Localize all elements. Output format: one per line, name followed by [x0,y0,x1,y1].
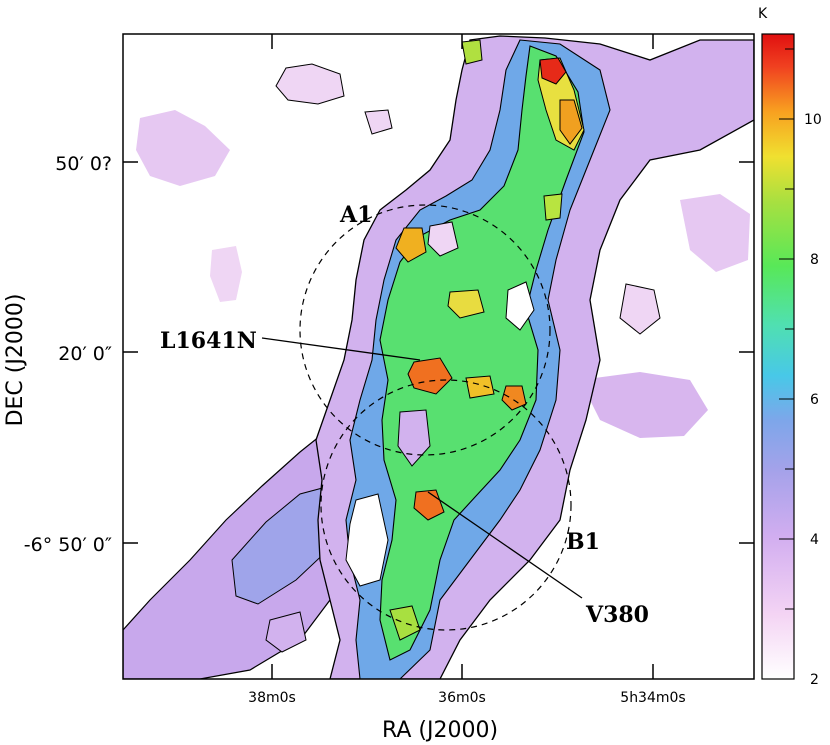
y-tick-label: 50′ 0? [55,153,112,175]
cavity [397,409,431,467]
field-circle-a1 [299,204,551,456]
faint-patch [680,194,750,272]
colorbar-tick-label: 4 [810,532,819,548]
label-l1641n: L1641N [160,328,257,354]
faint-patch [136,110,230,186]
emission-map [123,35,754,679]
faint-patch [580,372,708,438]
colorbar-tick-label: 6 [810,392,819,408]
core [501,385,527,411]
colorbar-ticks [779,48,794,680]
core [407,357,453,395]
faint-patch [275,63,345,105]
colorbar [761,33,795,680]
cavity [427,221,459,257]
tick-marks [123,34,754,679]
colorbar-tick-label: 10 [804,112,822,128]
faint-patch [619,283,661,335]
core [461,39,483,65]
pointer-v380 [427,491,583,599]
core [395,227,427,263]
faint-patch [210,246,242,302]
core [389,605,421,641]
colorbar-tick-label: 8 [810,252,819,268]
core [543,193,563,221]
colorbar-unit: K [758,6,768,22]
x-tick-label: 5h34m0s [620,690,685,706]
label-a1: A1 [339,202,372,228]
y-axis-title: DEC (J2000) [3,294,28,427]
core [465,375,495,399]
cavity [345,493,389,587]
core [559,99,583,145]
faint-patch [364,109,393,135]
label-v380: V380 [585,602,649,628]
cavity [505,281,535,331]
colorbar-tick-label: 2 [810,672,819,688]
cavity [265,611,307,653]
core [447,289,485,319]
field-circle-b1 [320,379,572,631]
y-tick-label: 20′ 0″ [58,343,112,365]
core-peak [539,57,567,85]
x-tick-label: 38m0s [248,690,296,706]
plot-frame [122,33,755,680]
y-tick-label: -6° 50′ 0″ [24,534,112,556]
x-tick-label: 36m0s [438,690,486,706]
label-b1: B1 [566,529,600,555]
pointer-l1641n [261,337,421,361]
x-axis-title: RA (J2000) [382,718,498,743]
